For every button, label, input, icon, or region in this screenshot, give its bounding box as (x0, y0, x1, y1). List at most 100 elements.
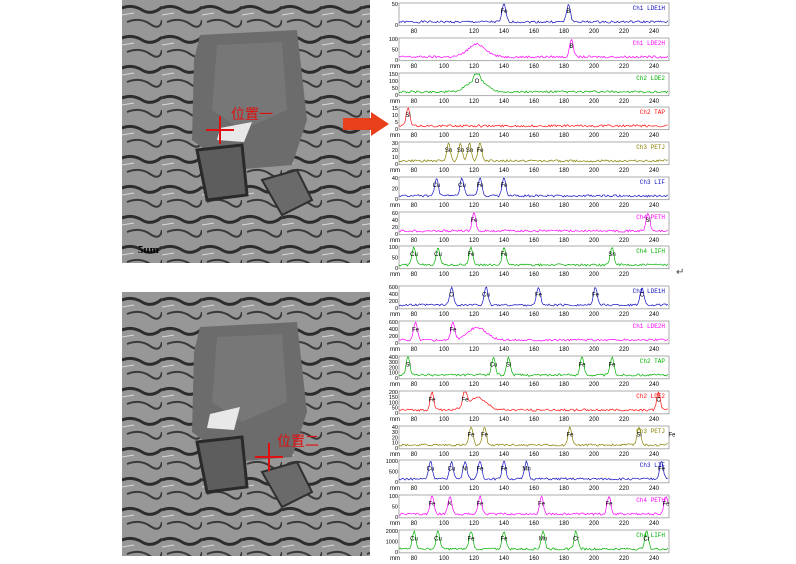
x-tick-label: mm (390, 486, 400, 492)
x-tick-label: 200 (589, 451, 600, 457)
peak-label: Sn (457, 148, 464, 154)
x-tick-label: 180 (559, 521, 570, 527)
y-tick-label: 0 (395, 306, 398, 312)
crosshair-position-one-icon (206, 116, 234, 144)
spectrum-trace (398, 3, 669, 24)
spectrum-frame (398, 72, 670, 96)
x-tick-label: 120 (469, 98, 480, 104)
x-tick-label: 120 (469, 203, 480, 209)
x-tick-label: 220 (619, 133, 630, 139)
x-tick-label: 160 (529, 133, 540, 139)
peak-label: Si (645, 218, 650, 224)
x-tick-label: 80 (411, 168, 418, 174)
x-tick-label: 240 (649, 312, 660, 318)
peak-label: C (656, 397, 661, 403)
peak-label: Cu (410, 536, 418, 542)
x-tick-label: 160 (529, 521, 540, 527)
x-tick-label: 220 (619, 29, 630, 35)
y-tick-label: 100 (389, 37, 398, 43)
peak-label: B (566, 9, 570, 15)
x-tick-label: mm (390, 312, 400, 318)
y-tick-label: 20 (392, 186, 398, 192)
spectrum-chart: 50 0 80 120 140 160 180 200 220 240 Ch1 LDE1H Fe B (392, 2, 670, 35)
x-tick-label: 80 (411, 237, 418, 243)
y-tick-label: 60 (392, 211, 398, 217)
spectrum-frame (398, 141, 670, 166)
micrograph-top-image (122, 0, 370, 263)
x-tick-label: 100 (439, 272, 450, 278)
x-tick-label: 120 (469, 168, 480, 174)
y-tick-label: 1000 (386, 459, 398, 465)
spectrum-trace (398, 177, 669, 198)
y-tick-label: 50 (392, 2, 398, 8)
peak-label: Cu (434, 252, 442, 258)
x-tick-label: 220 (619, 168, 630, 174)
x-tick-label: 240 (649, 521, 660, 527)
peak-label: Fe (578, 362, 586, 368)
y-tick-label: 200 (389, 390, 398, 396)
channel-name: Ch4 PETH (636, 214, 665, 221)
x-tick-label: 100 (439, 347, 450, 353)
y-tick-label: 0 (395, 162, 398, 168)
y-tick-label: 50 (392, 405, 398, 411)
y-tick-label: 0 (395, 231, 398, 237)
x-tick-label: 180 (559, 486, 570, 492)
peak-label: Sn (466, 148, 473, 154)
peak-label: Si (405, 362, 410, 368)
spectrum-frame (398, 285, 670, 310)
x-tick-label: 100 (439, 133, 450, 139)
y-tick-label: 100 (389, 494, 398, 500)
x-tick-label: 200 (589, 98, 600, 104)
y-tick-label: 30 (392, 141, 398, 147)
spectrum-chart: 2000 1000 0mm 80 100 120 140 160 180 200 220 240 Ch4… (386, 529, 670, 562)
x-tick-label: 140 (499, 237, 510, 243)
x-tick-label: 240 (649, 64, 660, 70)
spectrum-frame (398, 2, 670, 27)
x-tick-label: 200 (589, 312, 600, 318)
x-tick-label: 200 (589, 521, 600, 527)
x-tick-label: 200 (589, 347, 600, 353)
x-tick-label: 160 (529, 237, 540, 243)
x-tick-label: 180 (559, 237, 570, 243)
x-tick-label: 200 (589, 168, 600, 174)
x-tick-label: 180 (559, 347, 570, 353)
x-tick-label: 140 (499, 312, 510, 318)
x-tick-label: 160 (529, 272, 540, 278)
x-tick-label: 160 (529, 417, 540, 423)
spectra-panel-bottom: 600 400 200 0 mm 80 100 120 140 160 180 200 220 240 Ch… (383, 283, 675, 564)
y-tick-label: 200 (389, 299, 398, 305)
peak-label: C (640, 292, 645, 298)
peak-label: Cu (410, 252, 418, 258)
peak-label: Fe (535, 292, 543, 298)
y-tick-label: 1000 (386, 540, 398, 546)
y-tick-label: 50 (392, 505, 398, 511)
x-tick-label: 140 (499, 272, 510, 278)
x-tick-label: 100 (439, 237, 450, 243)
peak-label: Fe (566, 432, 574, 438)
x-tick-label: 100 (439, 451, 450, 457)
spectrum-chart: 1000 500 0mm 80 100 120 140 160 180 200 220 240 Ch3 … (386, 459, 670, 492)
channel-name: Ch1 LDE2H (633, 323, 666, 330)
x-tick-label: mm (390, 64, 400, 70)
x-tick-label: 180 (559, 556, 570, 562)
x-tick-label: 140 (499, 203, 510, 209)
x-tick-label: 80 (411, 98, 418, 104)
y-tick-label: 50 (392, 85, 398, 91)
x-tick-label: mm (390, 382, 400, 388)
spectrum-frame (398, 460, 670, 484)
spectrum-frame (398, 355, 670, 379)
y-tick-label: 0 (395, 411, 398, 417)
peak-label: Fe (605, 502, 613, 508)
peak-label: B (569, 44, 573, 50)
peak-label: Fe (467, 252, 475, 258)
y-tick-label: 20 (392, 224, 398, 230)
y-tick-label: 0 (395, 127, 398, 133)
channel-name: Ch4 LIFH (636, 248, 665, 255)
x-tick-label: 120 (469, 347, 480, 353)
spectrum-trace (398, 425, 669, 447)
x-tick-label: 80 (411, 347, 418, 353)
x-tick-label: 180 (559, 451, 570, 457)
